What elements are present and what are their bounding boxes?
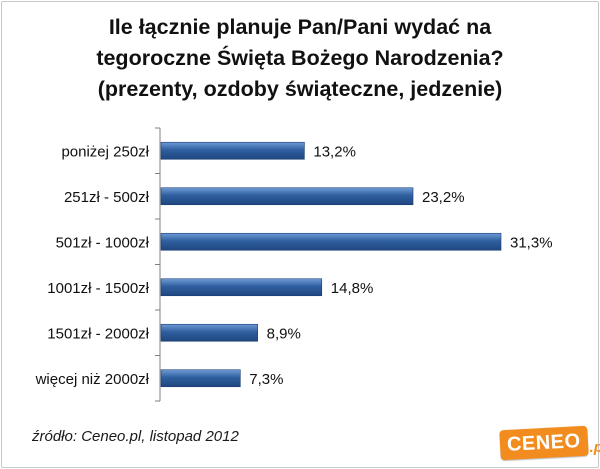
data-label-5: 7,3%: [249, 371, 283, 388]
bar-1: [160, 187, 414, 206]
bar-4: [160, 323, 258, 342]
category-label-0: poniżej 250zł: [61, 143, 149, 160]
logo-suffix: .pl: [589, 439, 600, 456]
data-label-2: 31,3%: [510, 234, 553, 251]
data-label-3: 14,8%: [331, 280, 374, 297]
title-line-1: Ile łącznie planuje Pan/Pani wydać na: [108, 15, 492, 39]
logo-badge: CENEO: [499, 425, 589, 461]
bar-3: [160, 278, 323, 297]
category-label-3: 1001zł - 1500zł: [47, 280, 149, 297]
bar-2: [160, 232, 502, 251]
source-note: źródło: Ceneo.pl, listopad 2012: [32, 428, 239, 445]
category-label-4: 1501zł - 2000zł: [47, 325, 149, 342]
title-line-2: tegoroczne Święta Bożego Narodzenia?: [96, 46, 504, 70]
title-line-3: (prezenty, ozdoby świąteczne, jedzenie): [97, 77, 503, 101]
data-label-1: 23,2%: [422, 189, 465, 206]
data-label-4: 8,9%: [267, 325, 301, 342]
data-label-0: 13,2%: [313, 143, 356, 160]
category-label-2: 501zł - 1000zł: [56, 234, 150, 251]
bar-0: [160, 141, 305, 160]
bar-5: [160, 369, 241, 388]
category-label-1: 251zł - 500zł: [64, 189, 150, 206]
logo-text: CENEO: [506, 430, 582, 456]
chart-title: Ile łącznie planuje Pan/Pani wydać na te…: [0, 12, 600, 105]
ceneo-logo: CENEO .pl: [499, 418, 600, 461]
category-label-5: więcej niż 2000zł: [35, 371, 150, 388]
